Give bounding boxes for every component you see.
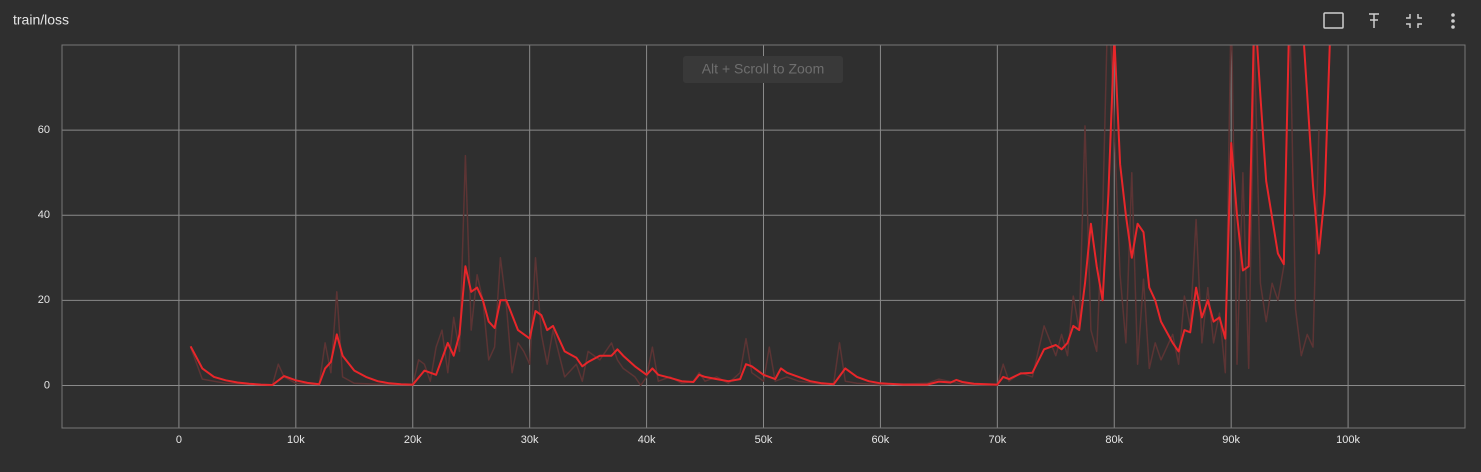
pin-button[interactable] <box>1369 13 1379 28</box>
collapse-button[interactable] <box>1406 14 1422 28</box>
toolbar <box>1323 12 1455 29</box>
menu-button[interactable] <box>1451 13 1455 29</box>
x-tick-label: 0 <box>176 434 182 446</box>
plot-lines <box>189 45 1331 387</box>
x-tick-label: 60k <box>872 434 890 446</box>
x-tick-label: 90k <box>1222 434 1240 446</box>
x-tick-label: 70k <box>988 434 1006 446</box>
x-tick-label: 20k <box>404 434 422 446</box>
x-tick-label: 100k <box>1336 434 1360 446</box>
y-tick-label: 60 <box>38 124 50 136</box>
y-tick-label: 40 <box>38 209 50 221</box>
y-tick-label: 20 <box>38 294 50 306</box>
x-tick-label: 30k <box>521 434 539 446</box>
fit-button[interactable] <box>1323 12 1344 29</box>
x-tick-label: 50k <box>755 434 773 446</box>
hint-box <box>683 56 843 83</box>
x-tick-label: 40k <box>638 434 656 446</box>
card-title: train/loss <box>13 12 69 28</box>
series-line <box>189 45 1331 386</box>
grid <box>62 45 1465 428</box>
zoom-hint: Alt + Scroll to Zoom <box>683 56 843 83</box>
hint-text: Alt + Scroll to Zoom <box>702 61 825 77</box>
series-line <box>189 45 1320 387</box>
x-tick-label: 80k <box>1105 434 1123 446</box>
x-tick-label: 10k <box>287 434 305 446</box>
y-tick-label: 0 <box>44 379 50 391</box>
plot-frame <box>61 44 1466 429</box>
